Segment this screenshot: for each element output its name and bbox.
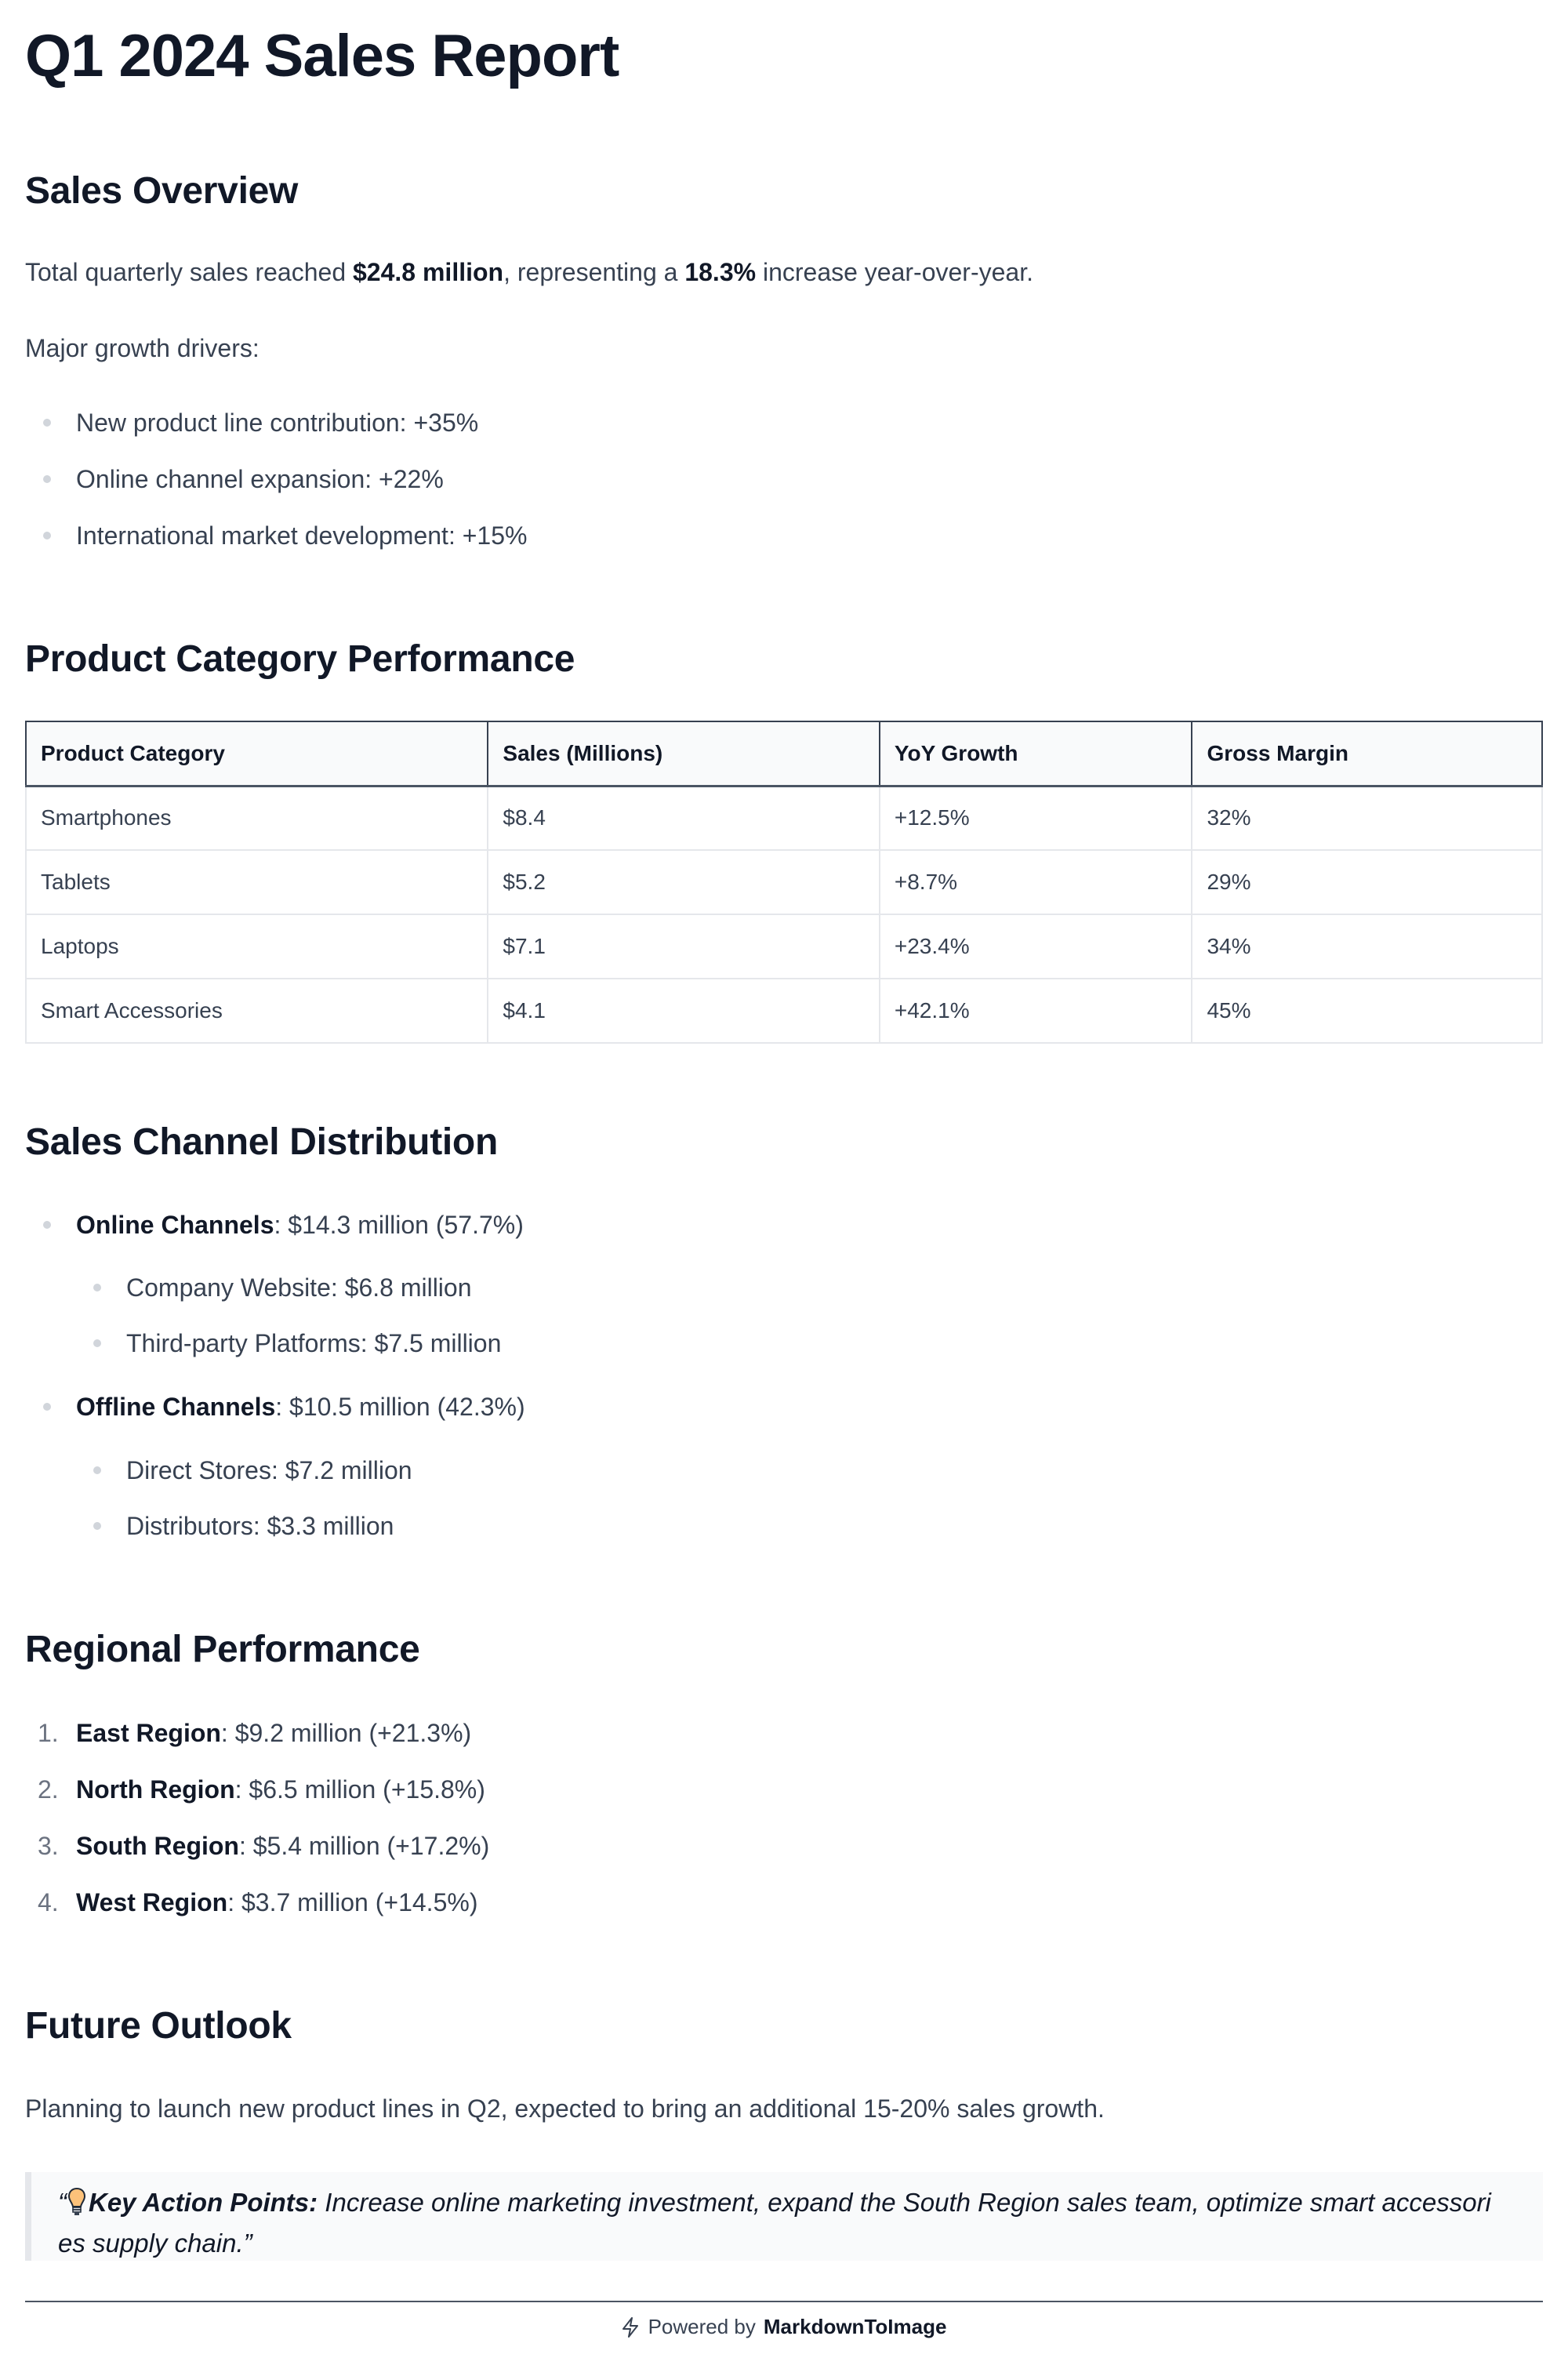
region-name: South Region [76, 1832, 239, 1860]
section-heading-sales-channel: Sales Channel Distribution [25, 1121, 498, 1163]
list-number: 3. [38, 1832, 59, 1860]
table-cell: +42.1% [878, 978, 1193, 1044]
growth-drivers-label: Major growth drivers: [25, 334, 260, 362]
table-cell: 32% [1191, 785, 1543, 851]
page-title: Q1 2024 Sales Report [25, 23, 619, 89]
section-heading-sales-overview: Sales Overview [25, 170, 299, 212]
table-row: Smartphones $8.4 +12.5% 32% [24, 785, 1543, 851]
sub-list-item: Distributors: $3.3 million [126, 1512, 394, 1540]
quote-line-1: “ Key Action Points: Increase online mark… [58, 2188, 1491, 2216]
list-item: Online channel expansion: +22% [76, 465, 444, 493]
table-cell: +23.4% [878, 914, 1193, 979]
table-cell: Tablets [24, 849, 489, 915]
quote-line-2: es supply chain.” [58, 2229, 252, 2258]
bullet-icon [43, 475, 51, 483]
channel-detail: : $10.5 million (42.3%) [275, 1393, 525, 1421]
footer: Powered by MarkdownToImage [0, 2315, 1568, 2338]
summary-text: increase year-over-year. [756, 258, 1033, 286]
region-detail: : $3.7 million (+14.5%) [227, 1888, 478, 1916]
lightning-icon [622, 2317, 638, 2338]
region-detail: : $9.2 million (+21.3%) [220, 1719, 472, 1747]
list-item-online-channels: Online Channels: $14.3 million (57.7%) [76, 1212, 524, 1237]
channel-detail: : $14.3 million (57.7%) [274, 1211, 524, 1239]
product-category-table: Product Category Sales (Millions) YoY Gr… [24, 721, 1543, 1044]
quote-mark: “ [58, 2188, 67, 2217]
sub-list-item: Third-party Platforms: $7.5 million [126, 1329, 502, 1357]
table-cell: Laptops [24, 914, 489, 979]
list-item-north-region: North Region: $6.5 million (+15.8%) [76, 1777, 485, 1802]
quote-label: Key Action Points: [89, 2188, 318, 2217]
table-cell: +8.7% [878, 849, 1193, 915]
sub-list-item: Direct Stores: $7.2 million [126, 1456, 412, 1484]
total-sales-value: $24.8 million [353, 258, 504, 286]
column-header: YoY Growth [878, 721, 1193, 787]
column-header: Gross Margin [1191, 721, 1543, 787]
region-name: East Region [76, 1719, 221, 1747]
sub-list-item: Company Website: $6.8 million [126, 1273, 472, 1302]
table-cell: $8.4 [487, 785, 880, 851]
bullet-icon [43, 1403, 51, 1411]
table-row: Smart Accessories $4.1 +42.1% 45% [24, 978, 1543, 1044]
bullet-icon [93, 1466, 101, 1474]
bullet-icon [93, 1339, 101, 1347]
list-item-offline-channels: Offline Channels: $10.5 million (42.3%) [76, 1394, 525, 1419]
yoy-increase-value: 18.3% [684, 258, 757, 286]
table-cell: $5.2 [487, 849, 880, 915]
section-heading-product-category: Product Category Performance [25, 638, 575, 680]
future-outlook-text: Planning to launch new product lines in … [25, 2094, 1105, 2123]
list-item-east-region: East Region: $9.2 million (+21.3%) [76, 1720, 471, 1746]
section-heading-future-outlook: Future Outlook [25, 2005, 292, 2047]
sales-overview-summary: Total quarterly sales reached $24.8 mill… [25, 260, 1033, 285]
region-name: West Region [76, 1888, 228, 1916]
bullet-icon [93, 1284, 101, 1291]
table-header-row: Product Category Sales (Millions) YoY Gr… [24, 721, 1543, 787]
bullet-icon [43, 1221, 51, 1229]
powered-by-label: Powered by [648, 2315, 756, 2338]
list-number: 1. [38, 1719, 59, 1747]
table-cell: Smartphones [24, 785, 489, 851]
list-item: International market development: +15% [76, 521, 528, 550]
key-action-points-blockquote: “ Key Action Points: Increase online mark… [25, 2172, 1543, 2261]
table-row: Laptops $7.1 +23.4% 34% [24, 914, 1543, 979]
column-header: Product Category [24, 721, 489, 787]
brand-link[interactable]: MarkdownToImage [763, 2315, 947, 2338]
table-cell: $4.1 [487, 978, 880, 1044]
summary-text: Total quarterly sales reached [25, 258, 353, 286]
table-cell: $7.1 [487, 914, 880, 979]
section-heading-regional: Regional Performance [25, 1629, 420, 1670]
bullet-icon [43, 419, 51, 427]
table-cell: 45% [1191, 978, 1543, 1044]
list-item-west-region: West Region: $3.7 million (+14.5%) [76, 1890, 477, 1915]
list-number: 4. [38, 1888, 59, 1916]
bullet-icon [93, 1522, 101, 1530]
table-cell: Smart Accessories [24, 978, 489, 1044]
region-detail: : $5.4 million (+17.2%) [238, 1832, 490, 1860]
table-cell: 29% [1191, 849, 1543, 915]
table-row: Tablets $5.2 +8.7% 29% [24, 849, 1543, 915]
bullet-icon [43, 532, 51, 539]
summary-text: , representing a [503, 258, 685, 286]
lightbulb-icon [68, 2188, 85, 2215]
column-header: Sales (Millions) [487, 721, 880, 787]
region-detail: : $6.5 million (+15.8%) [234, 1775, 485, 1804]
region-name: North Region [76, 1775, 235, 1804]
channel-name: Online Channels [76, 1211, 274, 1239]
table-cell: +12.5% [878, 785, 1193, 851]
footer-divider [25, 2301, 1543, 2302]
list-number: 2. [38, 1775, 59, 1804]
quote-text: Increase online marketing investment, ex… [318, 2188, 1491, 2217]
table-cell: 34% [1191, 914, 1543, 979]
list-item: New product line contribution: +35% [76, 409, 479, 437]
list-item-south-region: South Region: $5.4 million (+17.2%) [76, 1833, 489, 1858]
channel-name: Offline Channels [76, 1393, 276, 1421]
